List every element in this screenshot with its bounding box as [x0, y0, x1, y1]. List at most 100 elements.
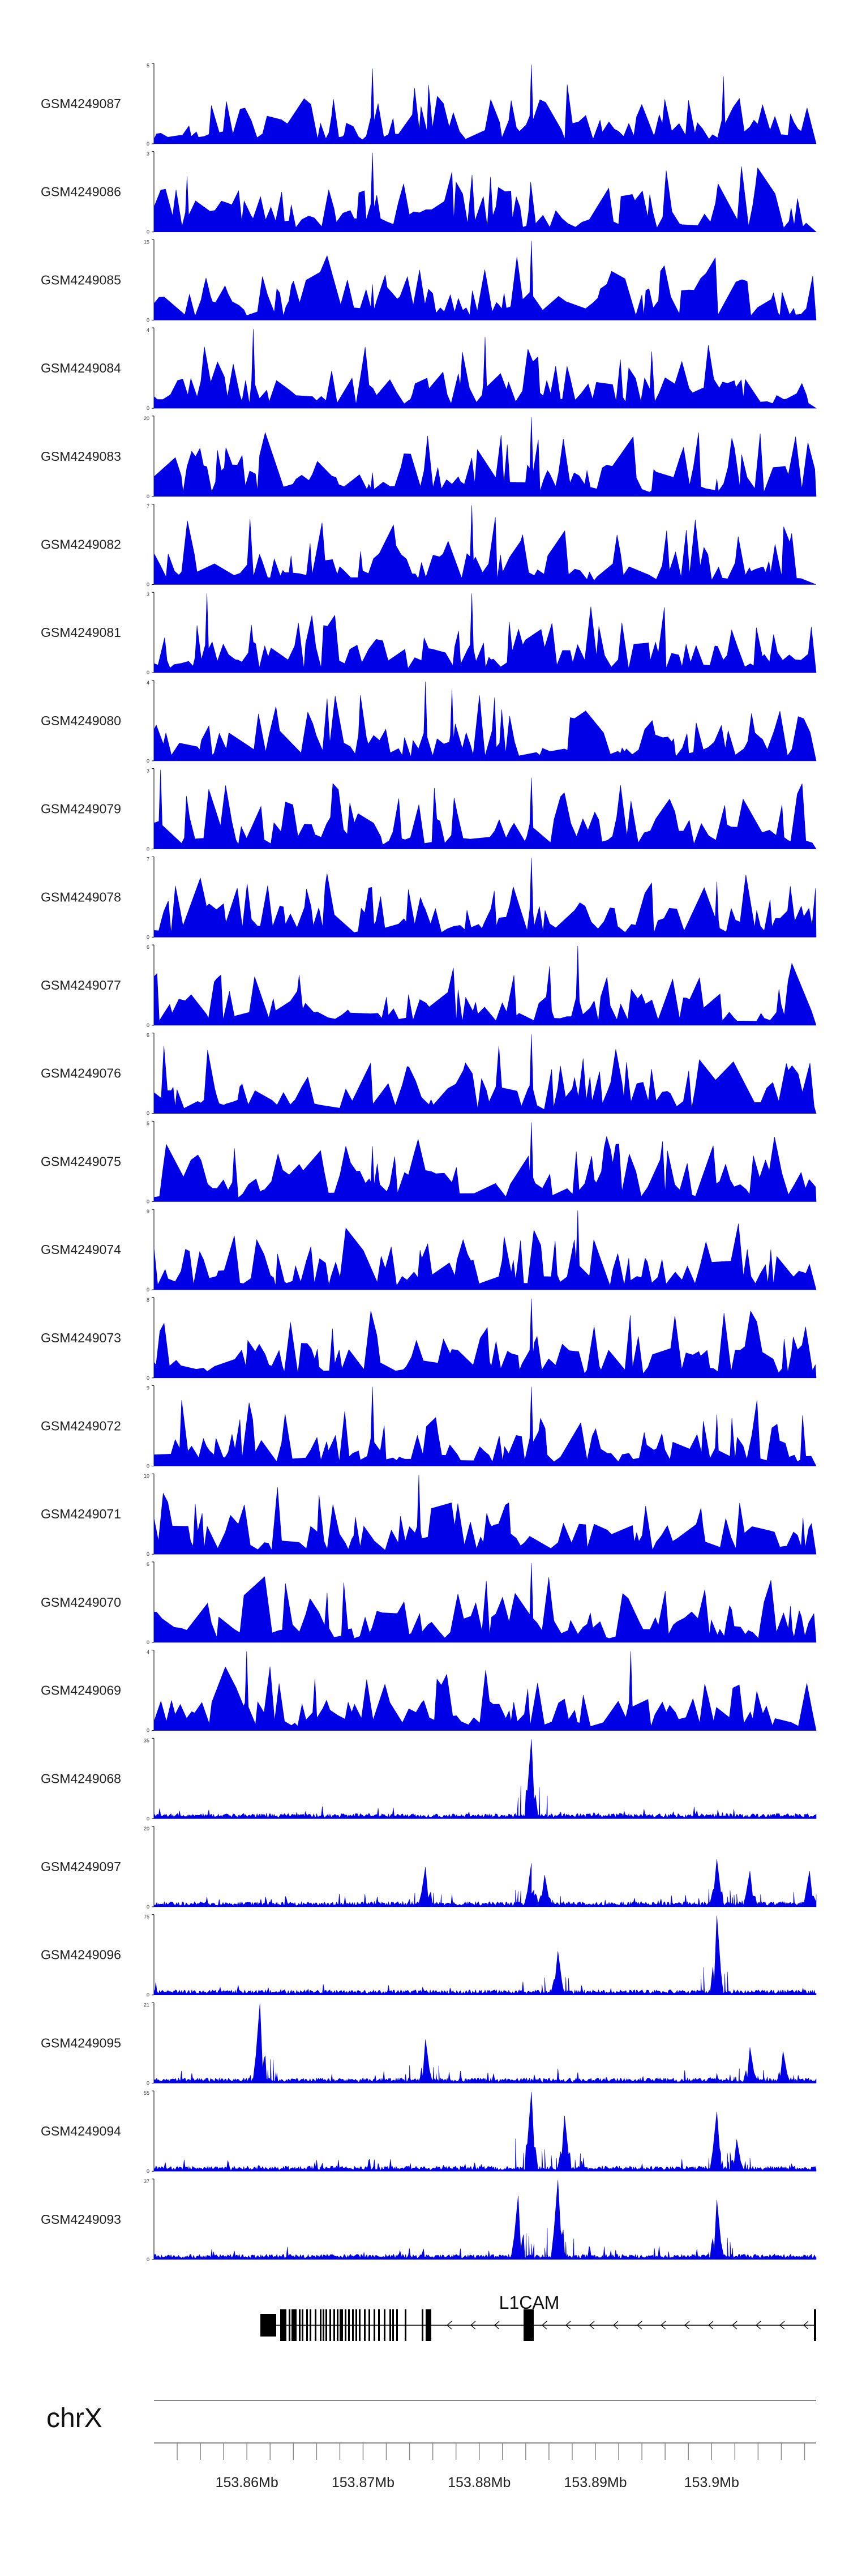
y-zero-label: 0 — [147, 1816, 149, 1821]
chromosome-label: chrX — [46, 2403, 102, 2433]
track-label: GSM4249094 — [41, 2124, 121, 2138]
track-GSM4249097: GSM4249097 20 0 — [41, 1826, 817, 1910]
gene-exon — [422, 2309, 423, 2341]
axis-ticks: 153.86Mb 153.87Mb 153.88Mb 153.89Mb 153.9Mb — [177, 2443, 805, 2491]
track-label: GSM4249082 — [41, 537, 121, 552]
track-label: GSM4249070 — [41, 1595, 121, 1610]
track-GSM4249084: GSM4249084 4 0 — [41, 327, 817, 411]
coverage-area — [153, 2004, 817, 2083]
y-max-label: 6 — [147, 1561, 149, 1567]
gene-exon — [405, 2309, 406, 2341]
coverage-area — [153, 681, 817, 761]
track-label: GSM4249077 — [41, 978, 121, 992]
gene-exon — [337, 2309, 338, 2341]
track-label: GSM4249083 — [41, 449, 121, 464]
coverage-area — [153, 1122, 817, 1202]
track-label: GSM4249078 — [41, 889, 121, 904]
gene-annotation: L1CAM — [260, 2292, 816, 2341]
track-label: GSM4249080 — [41, 713, 121, 728]
y-zero-label: 0 — [147, 2080, 149, 2086]
track-label: GSM4249072 — [41, 1419, 121, 1434]
track-label: GSM4249084 — [41, 361, 121, 375]
y-max-label: 37 — [144, 2179, 149, 2184]
strand-arrow — [661, 2321, 666, 2330]
y-zero-label: 0 — [147, 934, 149, 940]
y-zero-label: 0 — [147, 670, 149, 675]
track-label: GSM4249073 — [41, 1330, 121, 1345]
y-max-label: 7 — [147, 856, 149, 862]
x-tick-label: 153.9Mb — [684, 2475, 739, 2491]
strand-arrow — [565, 2321, 571, 2330]
gene-model-l1cam — [260, 2309, 816, 2341]
track-GSM4249096: GSM4249096 75 0 — [41, 1914, 817, 1998]
gene-exon — [359, 2309, 361, 2341]
track-GSM4249085: GSM4249085 15 0 — [41, 239, 817, 323]
gene-coding-exon — [426, 2309, 431, 2341]
coverage-area — [153, 64, 817, 144]
gene-exon — [364, 2309, 366, 2341]
strand-arrow — [613, 2321, 619, 2330]
track-GSM4249083: GSM4249083 20 0 — [41, 416, 817, 499]
gene-coding-exon — [340, 2309, 343, 2341]
y-max-label: 6 — [147, 1033, 149, 1038]
y-zero-label: 0 — [147, 405, 149, 411]
track-GSM4249074: GSM4249074 9 0 — [41, 1209, 817, 1293]
genomic-axis: chrX 153.86Mb 153.87Mb 153.88Mb 153.89Mb 153… — [46, 2400, 816, 2491]
track-label: GSM4249074 — [41, 1242, 121, 1257]
gene-exon — [345, 2309, 346, 2341]
track-GSM4249070: GSM4249070 6 0 — [41, 1561, 817, 1645]
x-tick-label: 153.87Mb — [332, 2475, 395, 2491]
y-max-label: 4 — [147, 680, 149, 686]
coverage-area — [153, 152, 817, 232]
coverage-area — [153, 1651, 817, 1731]
y-zero-label: 0 — [147, 1464, 149, 1469]
gene-exon — [289, 2309, 290, 2341]
gene-exon — [306, 2309, 308, 2341]
coverage-tracks: GSM424908750GSM424908630GSM4249085150GSM… — [41, 63, 817, 2262]
y-max-label: 9 — [147, 1209, 149, 1214]
coverage-area — [153, 2180, 817, 2260]
gene-exon — [320, 2309, 321, 2341]
y-zero-label: 0 — [147, 758, 149, 764]
y-max-label: 4 — [147, 1650, 149, 1655]
track-GSM4249076: GSM4249076 6 0 — [41, 1033, 817, 1116]
track-GSM4249093: GSM4249093 37 0 — [41, 2179, 817, 2262]
gene-coding-exon — [291, 2309, 296, 2341]
track-label: GSM4249093 — [41, 2212, 121, 2227]
y-zero-label: 0 — [147, 1904, 149, 1910]
track-label: GSM4249075 — [41, 1154, 121, 1169]
y-max-label: 7 — [147, 504, 149, 510]
track-GSM4249087: GSM4249087 5 0 — [41, 63, 817, 147]
track-label: GSM4249071 — [41, 1507, 121, 1521]
coverage-area — [153, 2092, 817, 2172]
y-zero-label: 0 — [147, 1287, 149, 1293]
y-max-label: 21 — [144, 2002, 149, 2008]
y-max-label: 3 — [147, 151, 149, 157]
y-zero-label: 0 — [147, 1375, 149, 1381]
gene-exon — [302, 2309, 303, 2341]
coverage-area — [153, 1034, 817, 1114]
y-zero-label: 0 — [147, 494, 149, 499]
track-GSM4249073: GSM4249073 8 0 — [41, 1297, 817, 1381]
gene-exon — [329, 2309, 331, 2341]
track-label: GSM4249085 — [41, 272, 121, 287]
y-zero-label: 0 — [147, 229, 149, 235]
track-GSM4249071: GSM4249071 10 0 — [41, 1473, 817, 1557]
coverage-area — [153, 769, 817, 849]
track-label: GSM4249096 — [41, 1948, 121, 1962]
gene-exon — [374, 2309, 375, 2341]
y-max-label: 15 — [144, 239, 149, 245]
gene-exon — [392, 2309, 394, 2341]
coverage-area — [153, 945, 817, 1026]
strand-arrow — [637, 2321, 642, 2330]
y-max-label: 10 — [144, 1473, 149, 1479]
strand-arrow — [732, 2321, 737, 2330]
x-tick-label: 153.86Mb — [216, 2475, 278, 2491]
gene-exon — [310, 2309, 311, 2341]
strand-arrow — [803, 2321, 809, 2330]
track-label: GSM4249079 — [41, 802, 121, 816]
track-GSM4249079: GSM4249079 3 0 — [41, 768, 817, 852]
coverage-area — [153, 1475, 817, 1555]
gene-exon — [348, 2309, 350, 2341]
y-max-label: 9 — [147, 1385, 149, 1391]
